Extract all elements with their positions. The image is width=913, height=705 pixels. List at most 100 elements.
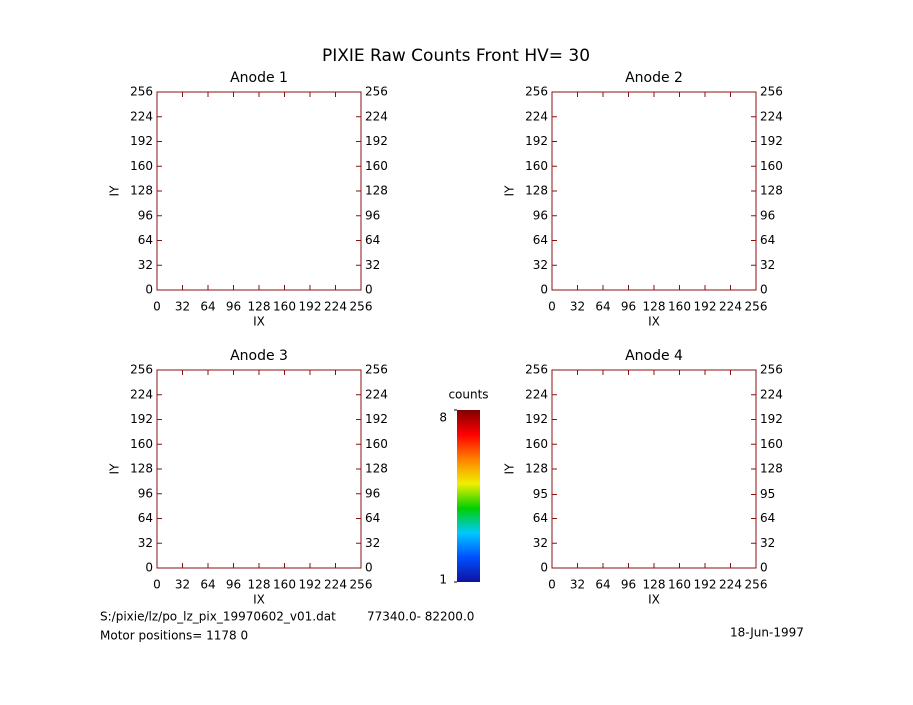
x-tick-label: 96 <box>621 300 636 314</box>
y-tick-label: 32 <box>138 258 153 272</box>
x-tick-label: 32 <box>175 300 190 314</box>
x-tick-label: 160 <box>668 300 691 314</box>
plot-frame <box>551 369 757 569</box>
y-tick-label: 96 <box>138 486 153 500</box>
y-tick-label: 95 <box>760 487 775 501</box>
x-tick-label: 256 <box>745 300 768 314</box>
y-tick-label: 160 <box>130 437 153 451</box>
x-axis-label: IX <box>253 315 265 329</box>
x-tick-label: 96 <box>226 300 241 314</box>
x-tick-label: 192 <box>694 300 717 314</box>
x-tick-label: 32 <box>175 578 190 592</box>
x-axis-label: IX <box>648 593 660 607</box>
y-axis-label: IY <box>108 463 122 475</box>
y-tick-label: 96 <box>533 208 548 222</box>
y-tick-label: 128 <box>760 184 783 198</box>
x-tick-label: 96 <box>226 578 241 592</box>
y-tick-label: 32 <box>533 258 548 272</box>
y-tick-label: 256 <box>525 85 548 99</box>
y-tick-label: 256 <box>365 85 388 99</box>
colorbar-tick-label: 1 <box>439 573 447 587</box>
x-tick-label: 0 <box>153 578 161 592</box>
y-tick-label: 224 <box>760 387 783 401</box>
x-tick-label: 0 <box>153 300 161 314</box>
x-tick-label: 128 <box>248 300 271 314</box>
y-tick-label: 64 <box>138 511 153 525</box>
x-tick-label: 160 <box>273 300 296 314</box>
x-axis-label: IX <box>648 315 660 329</box>
y-tick-label: 128 <box>130 184 153 198</box>
y-tick-label: 32 <box>365 536 380 550</box>
y-tick-label: 160 <box>130 159 153 173</box>
y-tick-label: 96 <box>138 208 153 222</box>
footer-motor: Motor positions= 1178 0 <box>100 629 248 643</box>
y-tick-label: 128 <box>525 184 548 198</box>
y-tick-label: 0 <box>365 283 373 297</box>
x-tick-label: 128 <box>643 300 666 314</box>
x-tick-label: 160 <box>668 578 691 592</box>
x-axis-label: IX <box>253 593 265 607</box>
y-tick-label: 96 <box>365 208 380 222</box>
y-axis-label: IY <box>503 463 517 475</box>
y-tick-label: 224 <box>760 109 783 123</box>
colorbar-tick-label: 8 <box>439 411 447 425</box>
y-tick-label: 128 <box>525 462 548 476</box>
x-tick-label: 160 <box>273 578 296 592</box>
x-tick-label: 224 <box>324 578 347 592</box>
y-tick-label: 256 <box>130 363 153 377</box>
y-tick-label: 0 <box>145 561 153 575</box>
x-tick-label: 192 <box>299 578 322 592</box>
y-tick-label: 224 <box>130 387 153 401</box>
y-tick-label: 192 <box>525 134 548 148</box>
x-tick-label: 224 <box>719 578 742 592</box>
y-tick-label: 224 <box>130 109 153 123</box>
y-tick-label: 256 <box>760 85 783 99</box>
y-tick-label: 128 <box>365 184 388 198</box>
y-tick-label: 96 <box>760 208 775 222</box>
y-tick-label: 64 <box>365 511 380 525</box>
panel-title: Anode 1 <box>230 70 288 86</box>
y-tick-label: 95 <box>533 487 548 501</box>
footer-file: S:/pixie/lz/po_lz_pix_19970602_v01.dat <box>100 610 336 624</box>
colorbar-label: counts <box>448 388 488 402</box>
y-tick-label: 32 <box>365 258 380 272</box>
footer-date: 18-Jun-1997 <box>730 626 804 640</box>
y-tick-label: 192 <box>760 134 783 148</box>
y-tick-label: 0 <box>760 283 768 297</box>
y-tick-label: 0 <box>540 283 548 297</box>
y-tick-label: 64 <box>760 511 775 525</box>
y-tick-label: 128 <box>760 462 783 476</box>
colorbar <box>457 410 480 582</box>
x-tick-label: 64 <box>595 300 610 314</box>
plot-frame <box>156 91 362 291</box>
y-tick-label: 32 <box>760 258 775 272</box>
plot-frame <box>156 369 362 569</box>
y-tick-label: 0 <box>760 561 768 575</box>
y-tick-label: 96 <box>365 486 380 500</box>
y-tick-label: 64 <box>533 233 548 247</box>
x-tick-label: 256 <box>350 578 373 592</box>
x-tick-label: 96 <box>621 578 636 592</box>
x-tick-label: 64 <box>200 578 215 592</box>
x-tick-label: 192 <box>694 578 717 592</box>
y-tick-label: 192 <box>760 412 783 426</box>
y-tick-label: 192 <box>525 412 548 426</box>
y-tick-label: 160 <box>525 437 548 451</box>
y-tick-label: 256 <box>365 363 388 377</box>
y-tick-label: 256 <box>525 363 548 377</box>
x-tick-label: 64 <box>200 300 215 314</box>
y-axis-label: IY <box>503 185 517 197</box>
x-tick-label: 32 <box>570 578 585 592</box>
footer-range: 77340.0- 82200.0 <box>367 610 474 624</box>
x-tick-label: 224 <box>719 300 742 314</box>
plot-frame <box>551 91 757 291</box>
y-tick-label: 128 <box>130 462 153 476</box>
y-tick-label: 32 <box>138 536 153 550</box>
y-tick-label: 224 <box>525 109 548 123</box>
y-tick-label: 64 <box>365 233 380 247</box>
y-tick-label: 224 <box>525 387 548 401</box>
y-axis-label: IY <box>108 185 122 197</box>
y-tick-label: 64 <box>533 511 548 525</box>
panel-title: Anode 4 <box>625 348 683 364</box>
